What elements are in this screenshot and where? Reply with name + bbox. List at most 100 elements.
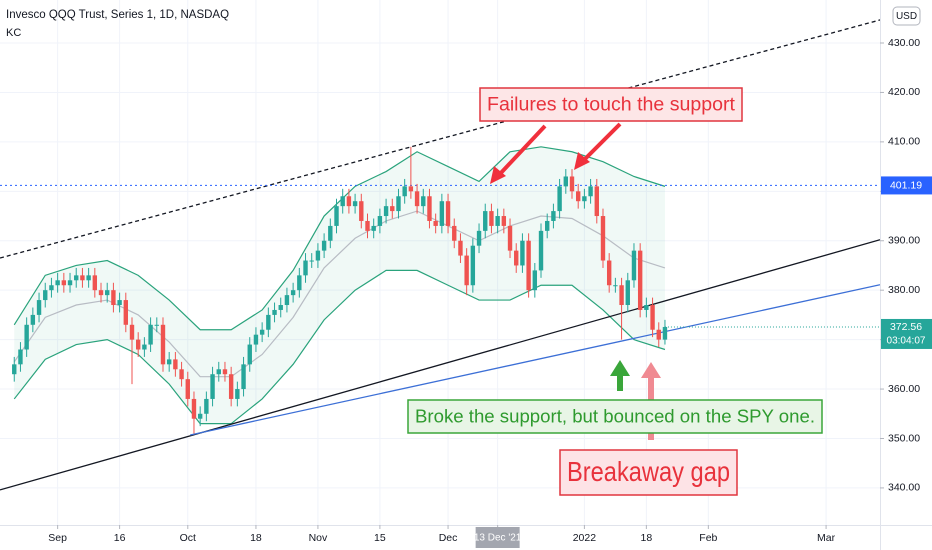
candle-body [439,201,445,226]
candle-body [105,290,110,296]
candle-body [259,329,265,335]
x-tick-label: 16 [114,532,126,544]
candle-body [142,344,147,350]
candle-body [421,196,426,207]
annotation-text: Breakaway gap [567,456,730,487]
candle-body [321,240,327,251]
candle-body [74,275,79,281]
last-price-label: 372.56 [890,321,922,333]
channel-lower [13,269,666,425]
annotation-box [559,449,738,496]
annotation-box [479,87,743,122]
arrow [580,122,622,164]
x-tick-label: Dec [439,532,458,544]
arrow-head [490,166,506,184]
candle-body [383,206,389,217]
candle-body [452,225,457,241]
x-tick-label: 15 [374,532,386,544]
candle-body [476,230,482,246]
candle-body [396,196,401,212]
candle-body [662,326,668,340]
y-tick-label: 420.00 [888,86,920,98]
candle-body [489,211,494,226]
candle-body [625,280,630,306]
candle-body [297,275,302,291]
candle-body [402,186,407,197]
crosshair-date: 13 Dec '21 [474,533,522,544]
y-tick-label: 340.00 [888,482,920,494]
candle-body [228,374,234,399]
price-line-box [881,176,932,195]
candle-body [588,186,593,197]
y-tick-label: 350.00 [888,432,920,444]
x-tick-label: 2022 [573,532,597,544]
candle-body [278,305,283,310]
candle-body [36,300,42,315]
channel-upper [13,146,666,331]
candle-body [538,230,544,271]
chart-title: Invesco QQQ Trust, Series 1, 1D, NASDAQ [6,9,229,21]
candle-body [43,290,48,301]
x-tick-label: Nov [309,532,328,544]
header: Invesco QQQ Trust, Series 1, 1D, NASDAQ … [6,6,921,39]
candle-body [390,206,395,212]
candle-body [67,280,73,286]
candle-body [272,309,277,315]
candle-body [185,379,190,399]
candle-body [266,314,271,330]
candle-body [377,216,383,226]
candle-body [160,324,166,365]
trend-line [0,239,880,491]
price-line-label: 401.19 [890,180,922,192]
candle-body [600,216,606,261]
candle-body [179,369,184,380]
candle-body [49,285,54,291]
candle-body [501,216,507,226]
y-tick-label: 430.00 [888,37,920,49]
candle-body [557,186,562,212]
plot-area [0,19,880,491]
countdown: 03:04:07 [887,336,926,347]
y-tick-label: 380.00 [888,284,920,296]
candle-body [470,245,476,286]
candle-body [631,250,637,281]
candle-body [414,191,420,207]
x-tick-label: Oct [180,532,196,544]
candle-body [514,250,519,266]
candle-body [483,211,488,231]
candle-body [464,255,469,286]
candle-body [606,260,612,286]
candle-body [340,196,345,207]
crosshair-date-box [475,527,520,548]
candle-body [619,285,624,306]
candle-body [80,275,85,281]
candle-body [92,275,98,291]
candle-body [111,290,116,306]
candle-body [637,250,643,310]
candle-body [210,374,215,399]
candle-body [123,300,129,325]
candle-body [284,295,290,306]
candle-body [166,359,172,365]
arrow-head [610,360,630,376]
candle-body [135,339,141,350]
candle-body [204,398,209,414]
candle-body [315,250,321,261]
candle-body [334,206,339,226]
candle-body [532,270,538,291]
candle-body [520,240,525,266]
trend-line [190,284,880,436]
indicator-label: KC [6,27,21,39]
channel-middle [13,210,666,378]
candle-body [148,324,153,345]
y-tick-label: 410.00 [888,136,920,148]
currency-box[interactable] [892,6,921,26]
candle-body [61,280,67,286]
candle-body [427,196,432,221]
candle-body [303,260,308,276]
candle-body [582,196,587,202]
candle-body [365,220,370,231]
candle-body [86,275,91,281]
trend-line [0,19,880,259]
